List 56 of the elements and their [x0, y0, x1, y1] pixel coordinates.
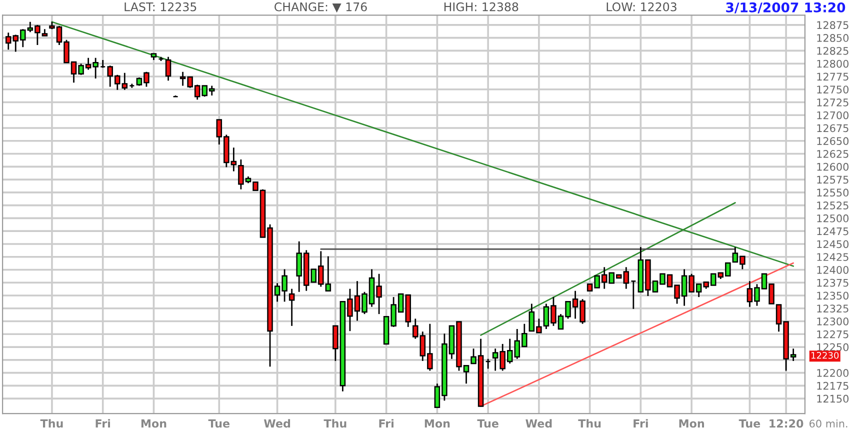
x-tick-label: Thu — [40, 419, 63, 428]
y-tick-label: 12400 — [817, 266, 849, 274]
y-tick-label: 12775 — [817, 72, 848, 81]
y-tick-label: 12325 — [817, 304, 848, 312]
x-tick-label: Fri — [379, 419, 394, 428]
y-tick-label: 12625 — [817, 150, 848, 158]
y-tick-label: 12875 — [817, 21, 848, 30]
x-tick-label: Thu — [578, 419, 601, 428]
x-tick-label: Mon — [424, 419, 450, 428]
y-tick-label: 12250 — [817, 343, 849, 352]
y-tick-label: 12450 — [817, 240, 849, 248]
y-tick-label: 12150 — [817, 394, 849, 403]
y-tick-label: 12500 — [817, 214, 849, 222]
x-tick-label: Tue — [477, 419, 498, 428]
x-tick-label: Thu — [324, 419, 346, 428]
y-tick-label: 12350 — [817, 292, 849, 300]
y-tick-label: 12825 — [817, 46, 848, 55]
text: CHANGE: ▼ 176 — [274, 2, 367, 13]
x-tick-label: Wed — [264, 419, 290, 428]
candlestick — [165, 56, 172, 82]
x-tick-label: Fri — [634, 419, 648, 428]
y-tick-label: 12375 — [817, 278, 848, 287]
text: HIGH: 12388 — [444, 2, 518, 12]
y-tick-label: 12475 — [817, 227, 848, 236]
text: LAST: 12235 — [124, 2, 196, 12]
x-tick-label: Tue — [738, 419, 760, 428]
y-tick-label: 12850 — [817, 34, 849, 42]
candlestick — [288, 288, 295, 327]
candlestick — [630, 280, 636, 310]
chart-title: 3/13/2007 13:20 — [726, 2, 846, 14]
candlestick — [485, 358, 491, 370]
y-tick-label: 12700 — [817, 111, 849, 120]
y-tick-label: 12725 — [817, 98, 848, 106]
text: 12230 — [811, 352, 839, 359]
y-tick-label: 12550 — [817, 188, 849, 197]
y-tick-label: 12200 — [817, 369, 849, 377]
y-tick-label: 12575 — [817, 176, 848, 184]
x-tick-label: Tue — [208, 419, 230, 428]
y-tick-label: 12650 — [817, 137, 849, 146]
y-tick-label: 12675 — [817, 124, 848, 132]
y-tick-label: 12300 — [817, 317, 849, 326]
x-tick-label: 12:20 — [770, 419, 804, 428]
y-tick-label: 12525 — [817, 202, 848, 210]
y-tick-label: 12425 — [817, 253, 848, 261]
y-tick-label: 12750 — [817, 86, 849, 94]
y-tick-label: 12175 — [817, 382, 848, 390]
y-tick-label: 12600 — [817, 162, 849, 171]
y-tick-label: 12275 — [817, 330, 848, 338]
x-tick-label: Mon — [679, 419, 704, 428]
x-axis-title: 60 min. — [810, 419, 848, 428]
x-tick-label: Mon — [141, 419, 166, 428]
y-tick-label: 12800 — [817, 60, 849, 68]
text: LOW: 12203 — [606, 2, 676, 12]
x-tick-label: Fri — [96, 419, 110, 428]
candlestick — [5, 32, 12, 50]
x-tick-label: Wed — [526, 419, 552, 428]
